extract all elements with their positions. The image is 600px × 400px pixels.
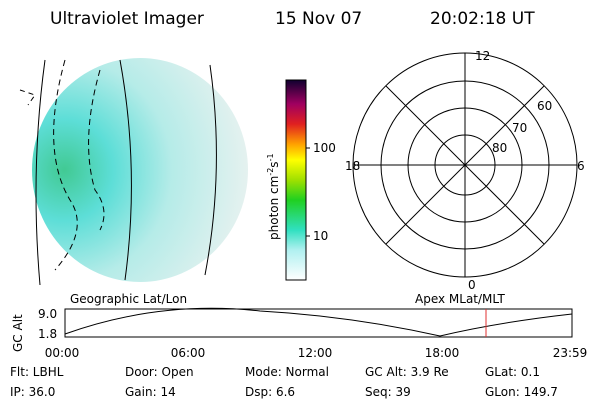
info-field: Door: Open (125, 365, 194, 379)
axis-label: GC Alt (11, 314, 25, 352)
info-field: Dsp: 6.6 (245, 385, 295, 399)
lat-label: 70 (512, 121, 527, 135)
x-tick-label: 23:59 (553, 346, 588, 360)
lat-label: 60 (537, 99, 552, 113)
x-tick-label: 06:00 (171, 346, 206, 360)
cbar-tick: 100 (313, 141, 336, 155)
mlt-label: 12 (475, 49, 490, 63)
cbar-tick: 10 (313, 229, 328, 243)
info-field: GC Alt: 3.9 Re (365, 365, 449, 379)
y-tick-label: 9.0 (38, 307, 57, 321)
timeline-title: Geographic Lat/Lon (70, 292, 187, 306)
info-field: Flt: LBHL (10, 365, 64, 379)
info-field: Mode: Normal (245, 365, 329, 379)
date: 15 Nov 07 (275, 9, 362, 29)
y-tick-label: 1.8 (38, 327, 57, 341)
timeline: Geographic Lat/Lon Apex MLat/MLT GC Alt … (11, 292, 587, 360)
cbar-label: photon cm-2s-1 (266, 153, 281, 240)
mlt-label: 6 (577, 159, 585, 173)
mlt-label: 18 (345, 159, 360, 173)
title: Ultraviolet Imager (50, 9, 204, 29)
colorbar: 100 10 photon cm-2s-1 (266, 79, 336, 281)
timeline-title: Apex MLat/MLT (415, 292, 505, 306)
info-field: GLon: 149.7 (485, 385, 558, 399)
polar-grid: 12 18 6 0 60 70 80 (345, 49, 585, 292)
mlt-label: 0 (468, 278, 476, 292)
x-tick-label: 00:00 (45, 346, 80, 360)
info-field: GLat: 0.1 (485, 365, 540, 379)
time: 20:02:18 UT (430, 9, 535, 29)
lat-label: 80 (492, 141, 507, 155)
uv-image (19, 58, 248, 286)
info: Flt: LBHL Door: Open Mode: Normal GC Alt… (10, 365, 558, 399)
info-field: IP: 36.0 (10, 385, 55, 399)
x-tick-label: 12:00 (298, 346, 333, 360)
x-tick-label: 18:00 (425, 346, 460, 360)
info-field: Gain: 14 (125, 385, 176, 399)
info-field: Seq: 39 (365, 385, 411, 399)
